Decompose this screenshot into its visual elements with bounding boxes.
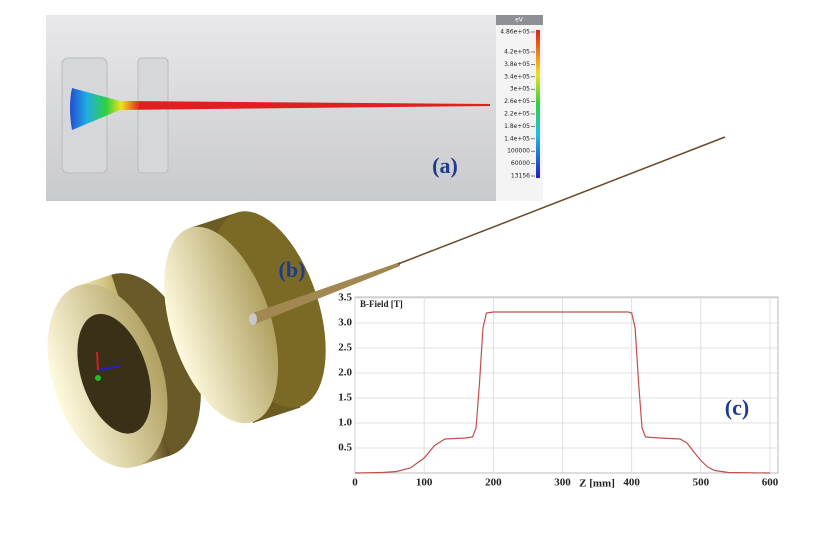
x-tick-label: 600 [762, 477, 779, 489]
colorbar-label: 4.86e+05 [500, 29, 530, 36]
panel-label: (a) [432, 153, 458, 178]
colorbar-labels: 4.86e+05 4.2e+05 3.8e+05 3.4e+05 3e+05 2.6e+0… [500, 29, 535, 180]
x-tick-label: 200 [485, 477, 502, 489]
panel-c: B-Field [T] Z [mm] (c) 0 100 200 300 400 500 6… [338, 292, 779, 490]
colorbar [536, 30, 540, 178]
colorbar-label: 1.4e+05 [504, 135, 530, 142]
ring-hole [77, 313, 151, 434]
axis-icon [97, 365, 121, 371]
plot-area [354, 296, 779, 474]
colorbar-label: 60000 [511, 160, 530, 167]
y-tick-label: 1.0 [338, 417, 352, 429]
colorbar-label: 1.8e+05 [504, 123, 530, 130]
nozzle-tip [249, 313, 257, 325]
y-tick-label: 3.0 [338, 317, 352, 329]
y-axis-label: B-Field [T] [360, 299, 403, 309]
axis-icon [96, 351, 99, 371]
x-tick-label: 0 [352, 477, 358, 489]
panel-b: (b) [47, 136, 726, 468]
colorbar-label: 100000 [507, 148, 530, 155]
colorbar-unit: eV [515, 17, 524, 24]
colorbar-label: 3.4e+05 [504, 73, 530, 80]
x-tick-label: 400 [623, 477, 640, 489]
beam [70, 88, 490, 130]
colorbar-label: 2.6e+05 [504, 98, 530, 105]
panel-a: eV 4.86e+05 4.2e+05 3.8e+05 3.4e+05 3e+05 2.6… [46, 15, 543, 201]
colorbar-label: 13156 [511, 173, 530, 180]
colorbar-header [496, 15, 543, 25]
colorbar-label: 3.8e+05 [504, 61, 530, 68]
panel-label: (c) [725, 395, 749, 420]
needle [397, 136, 726, 265]
x-tick-label: 500 [693, 477, 710, 489]
colorbar-label: 3e+05 [510, 86, 530, 93]
electrode [137, 57, 169, 174]
x-tick-label: 100 [416, 477, 433, 489]
nozzle [250, 262, 400, 324]
colorbar-label: 4.2e+05 [504, 49, 530, 56]
y-tick-label: 0.5 [338, 442, 352, 454]
colorbar-label: 2.2e+05 [504, 111, 530, 118]
y-tick-label: 3.5 [338, 292, 352, 304]
x-tick-label: 300 [554, 477, 571, 489]
colorbar-panel [496, 15, 543, 201]
y-tick-label: 1.5 [338, 392, 352, 404]
x-axis-label: Z [mm] [579, 478, 615, 490]
y-tick-label: 2.5 [338, 342, 352, 354]
panel-label: (b) [279, 257, 306, 282]
axis-icon [95, 375, 101, 381]
data-line [354, 311, 771, 474]
disk-back [164, 226, 279, 424]
y-tick-label: 2.0 [338, 367, 352, 379]
